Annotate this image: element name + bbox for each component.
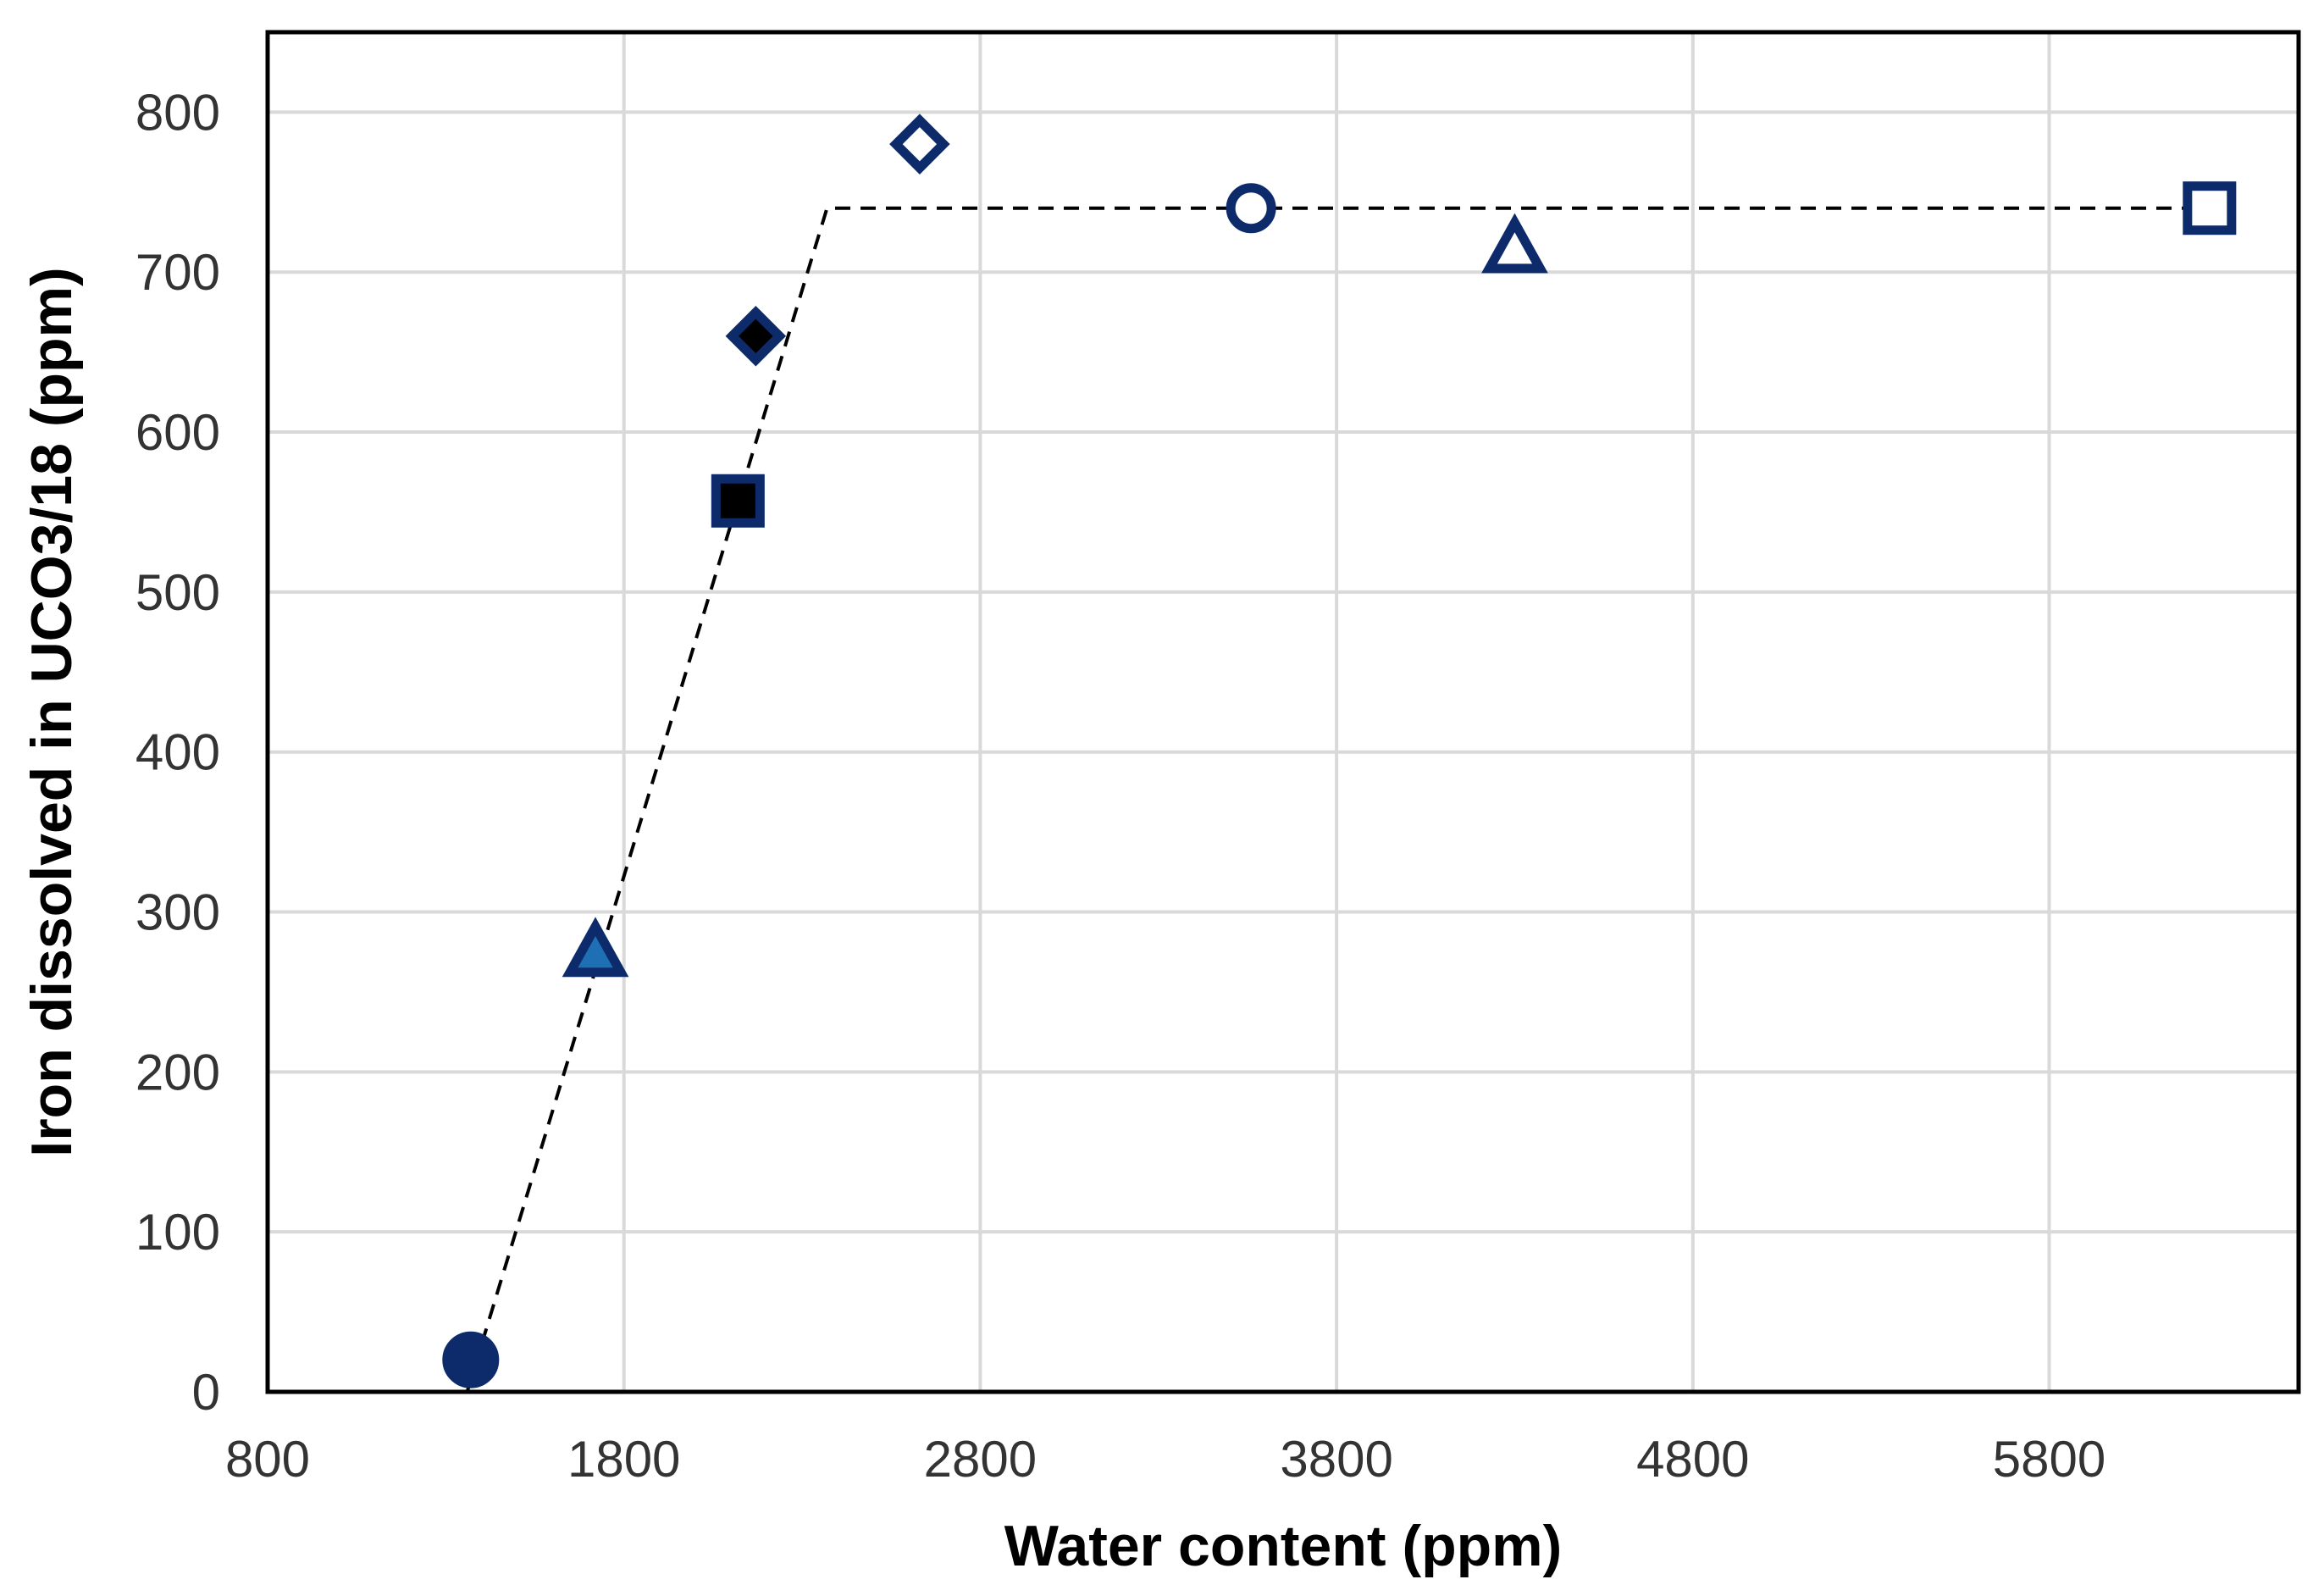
x-tick-label: 2800 — [924, 1431, 1037, 1488]
y-axis-tick-labels: 0 100 200 300 400 500 600 700 800 — [136, 84, 220, 1421]
data-points — [442, 114, 2237, 1388]
y-tick-label: 600 — [136, 404, 220, 461]
y-tick-label: 700 — [136, 244, 220, 301]
y-axis-title: Iron dissolved in UCO3/18 (ppm) — [19, 267, 84, 1156]
grid-lines — [268, 32, 2299, 1392]
dashed-trend-line — [465, 206, 2210, 1393]
x-tick-label: 5800 — [1993, 1431, 2105, 1488]
y-tick-label: 300 — [136, 884, 220, 941]
data-point-triangle — [1481, 213, 1548, 274]
y-tick-label: 200 — [136, 1044, 220, 1100]
y-tick-label: 400 — [136, 724, 220, 781]
x-axis-title: Water content (ppm) — [1004, 1514, 1563, 1578]
x-tick-label: 1800 — [567, 1431, 680, 1488]
data-point-circle — [442, 1331, 500, 1388]
y-tick-label: 800 — [136, 84, 220, 141]
x-tick-label: 4800 — [1636, 1431, 1749, 1488]
y-tick-label: 100 — [136, 1204, 220, 1261]
y-tick-label: 0 — [192, 1364, 220, 1421]
data-point-circle — [1226, 183, 1276, 234]
data-point-diamond — [725, 305, 787, 367]
plot-area-border — [265, 30, 2301, 1394]
data-point-square — [711, 474, 765, 528]
y-tick-label: 500 — [136, 564, 220, 621]
x-tick-label: 3800 — [1280, 1431, 1392, 1488]
data-point-diamond — [889, 114, 950, 175]
x-tick-label: 800 — [225, 1431, 310, 1488]
x-axis-tick-labels: 800 1800 2800 3800 4800 5800 — [225, 1431, 2105, 1488]
data-point-triangle — [562, 917, 629, 978]
data-point-square — [2183, 181, 2237, 236]
